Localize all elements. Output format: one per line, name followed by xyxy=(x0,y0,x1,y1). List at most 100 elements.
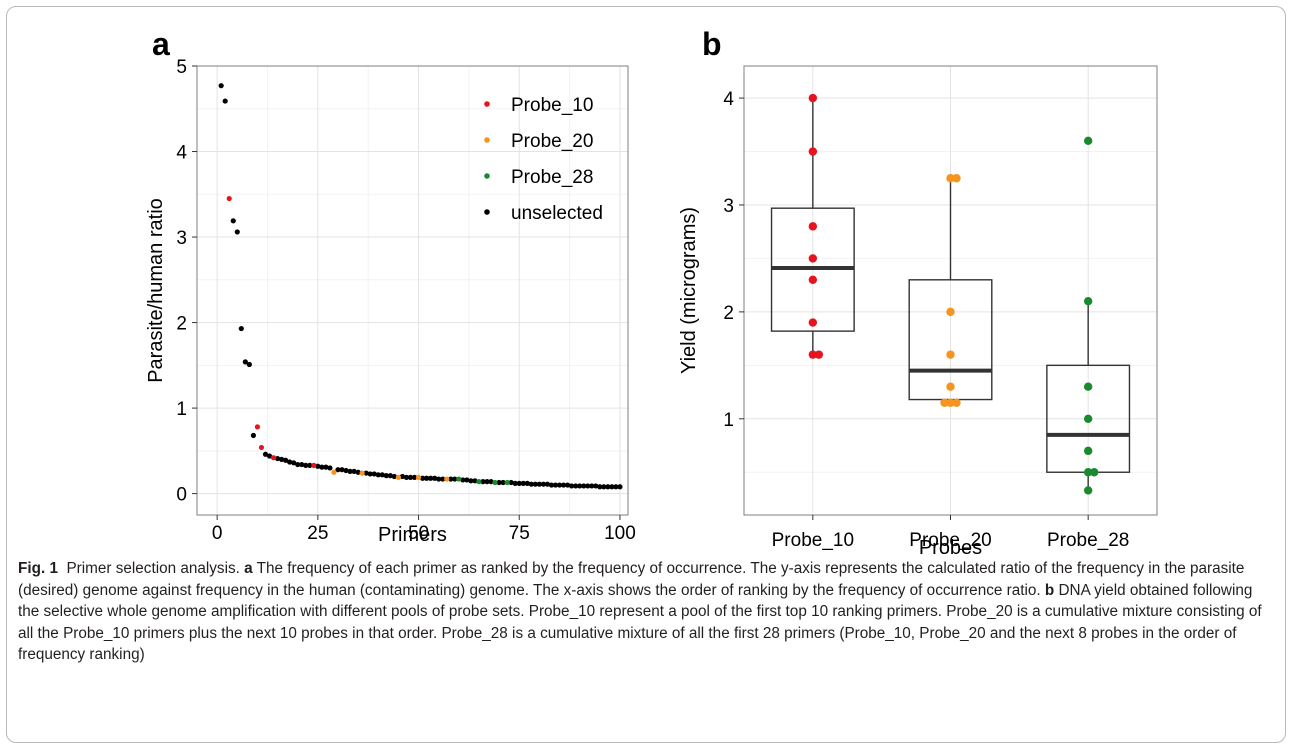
legend-label: unselected xyxy=(511,203,603,224)
data-point-probe-28 xyxy=(1083,446,1093,456)
data-point-probe-10 xyxy=(808,275,818,285)
data-point-probe-28 xyxy=(1083,382,1093,391)
data-point-unselected xyxy=(383,473,389,479)
data-point-unselected xyxy=(287,459,293,465)
data-point-unselected xyxy=(367,471,373,477)
data-point-unselected xyxy=(246,361,252,368)
y-tick-label: 0 xyxy=(176,485,187,506)
legend-key-probe-10 xyxy=(484,101,490,107)
data-point-unselected xyxy=(577,483,583,489)
panel-b-box-chart: 1 2 3 4 Probe_10 Probe_20 Probe_28 Probes Yield … xyxy=(678,65,1158,555)
data-point-unselected xyxy=(335,467,341,473)
data-point-unselected xyxy=(351,468,357,474)
data-point-probe-28 xyxy=(1089,468,1099,477)
data-point-unselected xyxy=(327,465,333,471)
data-point-unselected xyxy=(295,461,301,468)
x-category-label: Probe_10 xyxy=(772,530,854,551)
data-point-unselected xyxy=(528,481,534,487)
data-point-probe-10 xyxy=(808,93,818,103)
data-point-unselected xyxy=(440,476,446,482)
data-point-unselected xyxy=(488,479,494,485)
y-tick-label: 2 xyxy=(723,303,734,324)
data-point-probe-28 xyxy=(456,476,462,482)
data-point-unselected xyxy=(266,453,273,459)
data-point-probe-10 xyxy=(808,350,818,359)
caption-fig-label: Fig. 1 xyxy=(18,560,58,577)
data-point-unselected xyxy=(508,479,514,486)
data-point-probe-28 xyxy=(1083,486,1093,495)
data-point-probe-20 xyxy=(946,350,955,359)
data-point-unselected xyxy=(379,472,385,478)
data-point-probe-10 xyxy=(814,350,824,359)
legend-key-probe-28 xyxy=(484,173,490,179)
data-point-probe-20 xyxy=(395,474,402,480)
x-axis-title-a: Primers xyxy=(378,524,447,546)
data-point-probe-20 xyxy=(444,476,450,482)
panel-label-b: b xyxy=(702,26,722,62)
data-point-unselected xyxy=(262,451,269,457)
data-point-unselected xyxy=(242,359,248,365)
data-point-unselected xyxy=(480,479,486,485)
data-point-unselected xyxy=(363,470,369,476)
data-point-probe-28 xyxy=(1083,468,1093,477)
data-point-probe-20 xyxy=(946,382,955,391)
legend-label: Probe_20 xyxy=(511,131,593,152)
data-point-probe-10 xyxy=(258,444,265,451)
data-point-unselected xyxy=(371,471,377,477)
data-point-unselected xyxy=(524,480,530,486)
data-point-unselected xyxy=(347,468,353,474)
data-point-unselected xyxy=(597,484,603,490)
x-tick-label: 100 xyxy=(604,523,636,544)
data-point-probe-20 xyxy=(940,398,949,407)
y-axis-title-b: Yield (micrograms) xyxy=(678,207,700,374)
data-point-unselected xyxy=(230,218,236,224)
data-point-probe-28 xyxy=(1083,296,1093,306)
data-point-unselected xyxy=(278,456,285,463)
data-point-probe-28 xyxy=(1083,414,1093,423)
caption-title: Primer selection analysis. xyxy=(66,560,240,577)
data-point-probe-10 xyxy=(226,195,232,202)
box-iqr xyxy=(908,279,993,401)
figure-charts: a b 0 25 50 75 100 0 1 2 3 4 5 Primers Parasite/huma… xyxy=(145,26,1158,555)
data-point-unselected xyxy=(536,481,542,487)
data-point-unselected xyxy=(419,475,426,481)
data-point-unselected xyxy=(496,479,502,486)
data-point-unselected xyxy=(283,457,289,463)
data-point-unselected xyxy=(391,473,397,480)
data-point-unselected xyxy=(319,464,325,470)
data-point-unselected xyxy=(601,484,607,490)
data-point-probe-10 xyxy=(808,254,818,263)
data-point-unselected xyxy=(589,483,595,489)
data-point-unselected xyxy=(234,229,240,235)
caption-a-text: The frequency of each primer as ranked b… xyxy=(18,560,1245,599)
data-point-unselected xyxy=(355,469,361,475)
data-point-unselected xyxy=(323,464,329,470)
legend-key-probe-20 xyxy=(484,137,490,143)
data-point-probe-20 xyxy=(952,398,961,407)
x-category-label: Probe_20 xyxy=(909,530,991,551)
caption-a-label: a xyxy=(244,560,253,577)
data-point-probe-20 xyxy=(952,174,961,183)
y-axis-title-a: Parasite/human ratio xyxy=(145,198,167,383)
legend-label: Probe_10 xyxy=(511,95,593,116)
data-point-probe-10 xyxy=(808,318,818,327)
data-point-unselected xyxy=(613,484,619,490)
data-point-unselected xyxy=(432,475,438,481)
data-point-unselected xyxy=(238,325,244,332)
data-point-probe-20 xyxy=(946,398,955,407)
data-point-probe-28 xyxy=(492,479,498,486)
y-tick-label: 1 xyxy=(723,410,734,431)
y-tick-label: 2 xyxy=(176,314,187,335)
data-point-unselected xyxy=(552,482,559,488)
data-point-unselected xyxy=(343,467,349,474)
data-point-unselected xyxy=(520,480,526,486)
data-point-unselected xyxy=(452,476,458,482)
data-point-unselected xyxy=(222,98,228,104)
y-tick-label: 3 xyxy=(176,228,187,249)
data-point-unselected xyxy=(218,83,224,89)
data-point-unselected xyxy=(303,462,309,468)
y-tick-label: 5 xyxy=(176,57,187,78)
data-point-unselected xyxy=(399,473,406,480)
data-point-probe-10 xyxy=(808,147,818,156)
data-point-unselected xyxy=(299,461,305,468)
